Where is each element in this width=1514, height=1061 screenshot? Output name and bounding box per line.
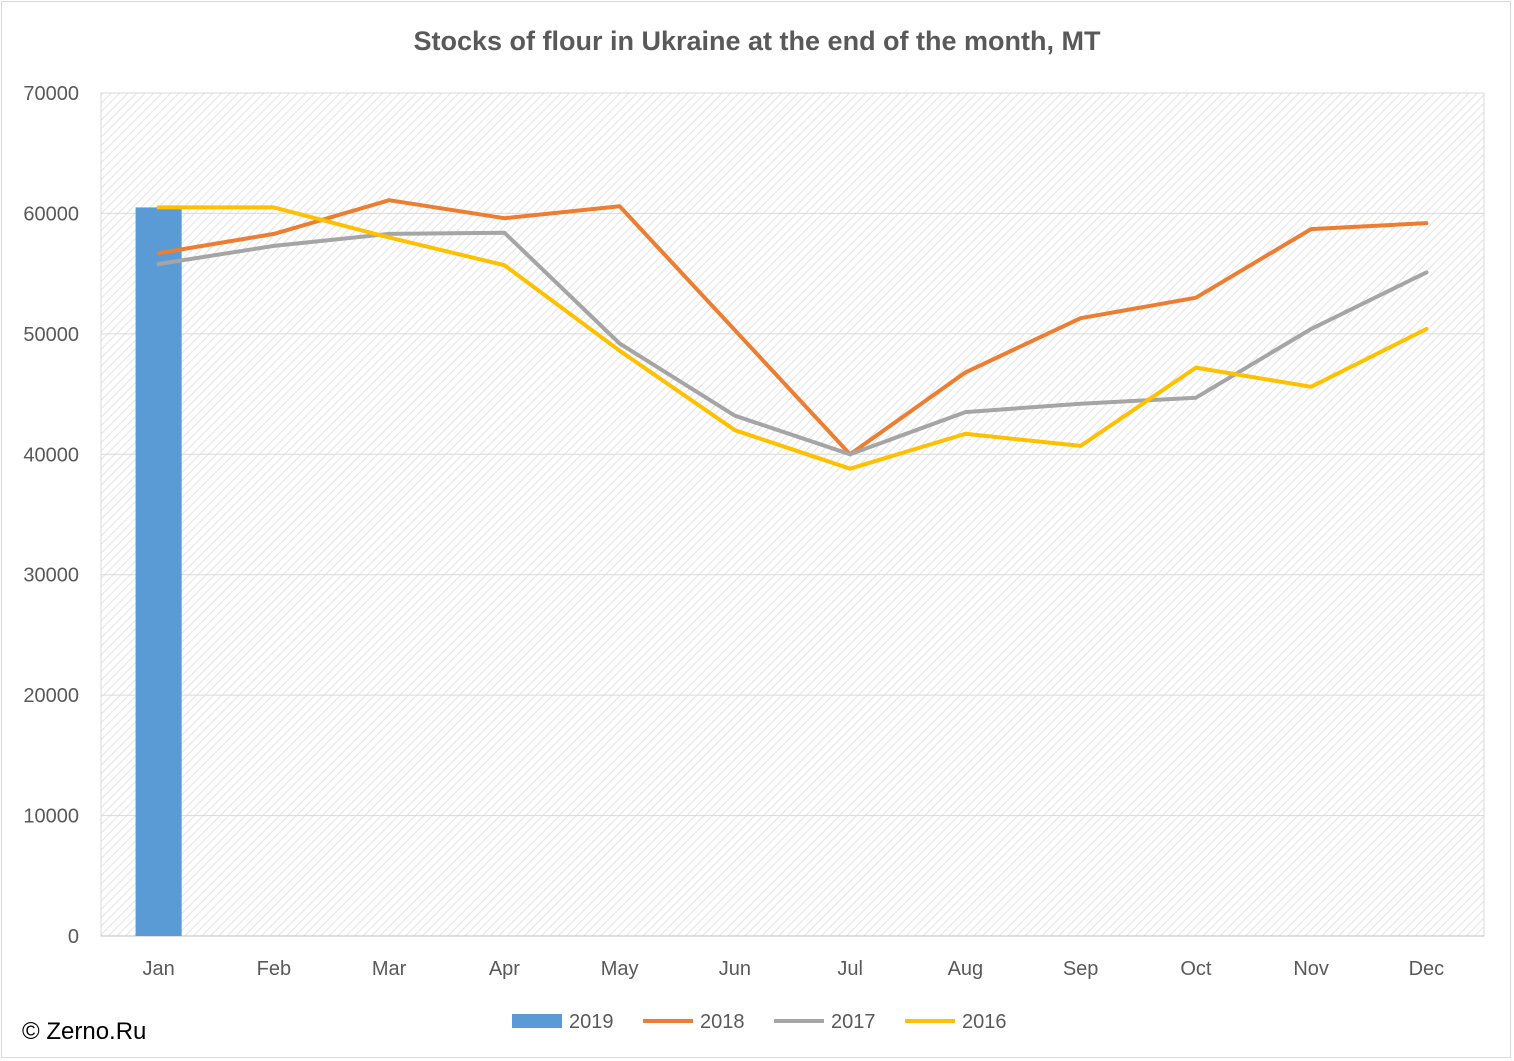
x-tick-label: Sep	[1063, 958, 1099, 980]
x-tick-label: Jan	[143, 958, 175, 980]
credit-label: © Zerno.Ru	[22, 1018, 147, 1045]
plot-area	[100, 92, 1485, 937]
legend-label-2016: 2016	[962, 1011, 1007, 1033]
x-tick-label: Dec	[1409, 958, 1445, 980]
legend-label-2017: 2017	[831, 1011, 876, 1033]
y-tick-label: 60000	[23, 203, 79, 225]
x-tick-label: Jul	[837, 958, 863, 980]
x-tick-label: Nov	[1293, 958, 1329, 980]
chart-title: Stocks of flour in Ukraine at the end of…	[413, 26, 1101, 56]
y-tick-label: 20000	[23, 685, 79, 707]
y-tick-label: 50000	[23, 324, 79, 346]
legend-label-2019: 2019	[569, 1011, 614, 1033]
legend-label-2018: 2018	[700, 1011, 745, 1033]
y-tick-label: 30000	[23, 565, 79, 587]
series-lines	[156, 198, 1429, 471]
bar-2019-Jan	[135, 207, 182, 936]
x-tick-label: Apr	[489, 958, 520, 980]
y-tick-label: 0	[68, 926, 79, 948]
x-tick-label: Aug	[948, 958, 984, 980]
y-tick-label: 40000	[23, 444, 79, 466]
x-tick-label: Feb	[257, 958, 291, 980]
bars	[135, 207, 182, 936]
x-tick-label: Oct	[1180, 958, 1212, 980]
series-line-2018	[156, 198, 1429, 457]
y-axis: 0 10000 20000 30000 40000 50000 60000 70000	[23, 83, 79, 948]
x-tick-label: Mar	[372, 958, 407, 980]
y-tick-label: 70000	[23, 83, 79, 105]
legend: 2019 2018 2017 2016	[512, 1011, 1007, 1033]
series-line-2017	[156, 230, 1429, 457]
x-tick-label: Jun	[719, 958, 751, 980]
series-line-2016	[156, 205, 1429, 471]
y-tick-label: 10000	[23, 806, 79, 828]
gridlines	[101, 92, 1484, 937]
x-tick-label: May	[601, 958, 639, 980]
x-axis: Jan Feb Mar Apr May Jun Jul Aug Sep Oct Nov Dec	[143, 958, 1445, 980]
legend-swatch-2019	[512, 1014, 562, 1028]
